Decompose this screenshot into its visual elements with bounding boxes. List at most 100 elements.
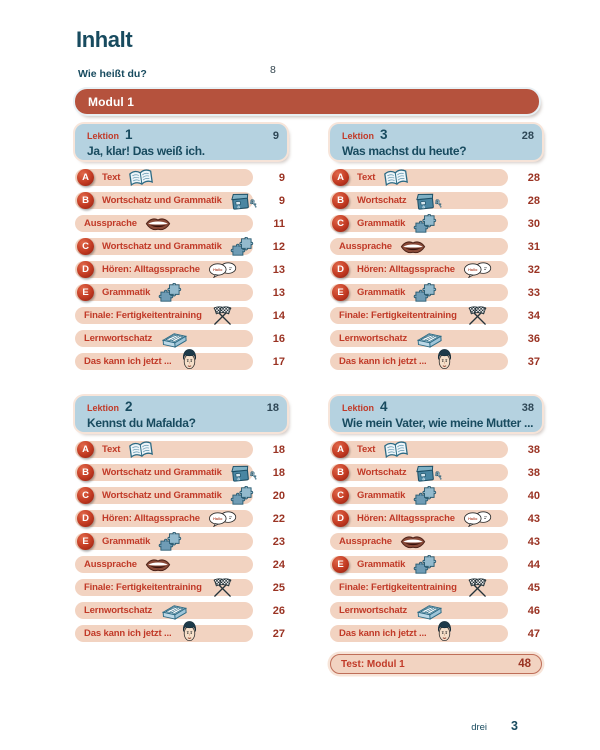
section-badge: C: [77, 238, 94, 255]
section-badge: C: [77, 487, 94, 504]
toc-row-page-number: 46: [527, 604, 540, 617]
lesson-label: Lektion: [342, 403, 375, 413]
book-icon: [128, 439, 154, 461]
section-badge: A: [332, 441, 349, 458]
vocab-box-icon: [415, 189, 444, 212]
section-badge: E: [332, 284, 349, 301]
toc-row-label: Wortschatz: [357, 467, 407, 478]
module-banner: Modul 1: [75, 89, 539, 114]
lesson-block: Lektion 2 18 Kennst du Mafalda? A Text 1…: [75, 396, 287, 642]
toc-row-bar: C Grammatik: [330, 487, 508, 504]
toc-row-label: Text: [102, 172, 121, 183]
lesson-rows: A Text 9 B Wortschatz und Grammatik 9 Au…: [75, 169, 287, 370]
toc-row-label: Finale: Fertigkeitentraining: [84, 310, 202, 321]
toc-row-bar: A Text: [75, 169, 253, 186]
mouth-icon: [400, 240, 426, 254]
module-test-label: Test: Modul 1: [341, 658, 405, 670]
toc-row: Aussprache 31: [330, 238, 542, 255]
toc-row-bar: Finale: Fertigkeitentraining: [330, 579, 508, 596]
toc-row-page-number: 18: [272, 466, 285, 479]
toc-row-label: Finale: Fertigkeitentraining: [339, 310, 457, 321]
speech-bubbles-icon: [208, 510, 237, 527]
toc-row-bar: Aussprache: [330, 238, 508, 255]
toc-row-page-number: 32: [527, 263, 540, 276]
toc-row-page-number: 34: [527, 309, 540, 322]
toc-row: C Wortschatz und Grammatik 20: [75, 487, 287, 504]
toc-row: Finale: Fertigkeitentraining 25: [75, 579, 287, 596]
flags-icon: [210, 305, 235, 327]
toc-row: E Grammatik 33: [330, 284, 542, 301]
toc-row-label: Lernwortschatz: [84, 605, 153, 616]
speech-bubbles-icon: [463, 510, 492, 527]
toc-row-page-number: 23: [272, 535, 285, 548]
intro-entry-page-number: 8: [270, 64, 276, 76]
lesson-rows: A Text 28 B Wortschatz 28 C Grammatik 30…: [330, 169, 542, 370]
toc-row-page-number: 28: [527, 171, 540, 184]
flags-icon: [465, 577, 490, 599]
section-badge: B: [77, 464, 94, 481]
intro-entry-label: Wie heißt du?: [78, 68, 147, 80]
toc-row: C Wortschatz und Grammatik 12: [75, 238, 287, 255]
toc-row-label: Hören: Alltagssprache: [357, 264, 455, 275]
toc-row: Lernwortschatz 26: [75, 602, 287, 619]
section-badge: A: [77, 169, 94, 186]
toc-row-bar: A Text: [330, 441, 508, 458]
toc-row-label: Aussprache: [84, 559, 137, 570]
face-icon: [180, 348, 199, 373]
lesson-label: Lektion: [87, 403, 120, 413]
toc-row-bar: Lernwortschatz: [330, 602, 508, 619]
lesson-page-number: 28: [521, 130, 534, 142]
puzzle-icon: [158, 532, 182, 552]
toc-row: Finale: Fertigkeitentraining 45: [330, 579, 542, 596]
toc-row-bar: Lernwortschatz: [75, 330, 253, 347]
section-badge: B: [332, 464, 349, 481]
toc-row-label: Finale: Fertigkeitentraining: [339, 582, 457, 593]
face-icon: [435, 348, 454, 373]
toc-row-label: Das kann ich jetzt ...: [84, 356, 172, 367]
lesson-rows: A Text 38 B Wortschatz 38 C Grammatik 40…: [330, 441, 542, 642]
lesson-number: 4: [380, 399, 388, 414]
toc-row: E Grammatik 44: [330, 556, 542, 573]
toc-row-label: Wortschatz und Grammatik: [102, 195, 222, 206]
toc-row-label: Aussprache: [339, 536, 392, 547]
toc-row-page-number: 37: [527, 355, 540, 368]
toc-row-page-number: 47: [527, 627, 540, 640]
toc-row-page-number: 28: [527, 194, 540, 207]
toc-row-label: Lernwortschatz: [339, 605, 408, 616]
toc-row-label: Grammatik: [102, 287, 151, 298]
toc-row-bar: Finale: Fertigkeitentraining: [75, 579, 253, 596]
puzzle-icon: [413, 486, 437, 506]
toc-row-label: Das kann ich jetzt ...: [339, 628, 427, 639]
toc-row: Das kann ich jetzt ... 17: [75, 353, 287, 370]
lesson-title: Wie mein Vater, wie meine Mutter ...: [342, 416, 534, 430]
toc-row-bar: E Grammatik: [75, 533, 253, 550]
mouth-icon: [400, 535, 426, 549]
toc-row-page-number: 38: [527, 466, 540, 479]
toc-row-page-number: 20: [272, 489, 285, 502]
toc-row-page-number: 31: [527, 240, 540, 253]
module-test-page-number: 48: [518, 658, 531, 670]
lesson-header: Lektion 4 38 Wie mein Vater, wie meine M…: [330, 396, 542, 432]
toc-row-label: Finale: Fertigkeitentraining: [84, 582, 202, 593]
toc-row-page-number: 45: [527, 581, 540, 594]
toc-row-page-number: 38: [527, 443, 540, 456]
toc-row-page-number: 26: [272, 604, 285, 617]
lesson-label: Lektion: [342, 131, 375, 141]
section-badge: E: [332, 556, 349, 573]
toc-row: E Grammatik 13: [75, 284, 287, 301]
toc-row-page-number: 40: [527, 489, 540, 502]
toc-row-bar: C Wortschatz und Grammatik: [75, 487, 253, 504]
toc-row: Finale: Fertigkeitentraining 34: [330, 307, 542, 324]
toc-row-label: Wortschatz und Grammatik: [102, 467, 222, 478]
toc-row: Lernwortschatz 16: [75, 330, 287, 347]
toc-row-page-number: 25: [272, 581, 285, 594]
toc-row: B Wortschatz 28: [330, 192, 542, 209]
section-badge: B: [77, 192, 94, 209]
toc-row-bar: E Grammatik: [330, 284, 508, 301]
toc-row: Finale: Fertigkeitentraining 14: [75, 307, 287, 324]
toc-row: A Text 18: [75, 441, 287, 458]
toc-row-bar: D Hören: Alltagssprache: [330, 510, 508, 527]
footer-page-number: 3: [511, 719, 518, 733]
puzzle-icon: [230, 486, 254, 506]
lesson-label: Lektion: [87, 131, 120, 141]
